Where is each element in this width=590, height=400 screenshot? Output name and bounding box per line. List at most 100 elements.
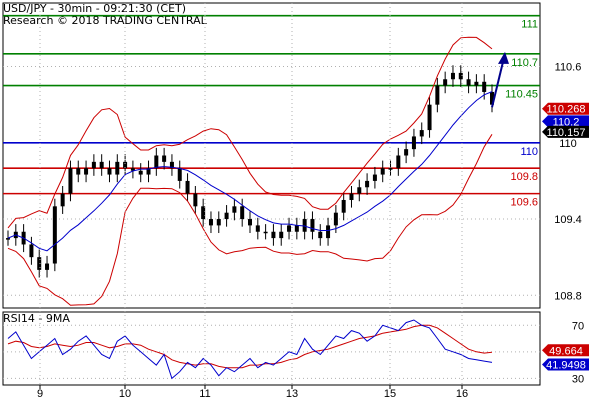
candle-body <box>443 79 448 86</box>
candle-body <box>154 155 159 169</box>
candle-body <box>185 180 190 194</box>
candle-body <box>279 231 284 239</box>
candle-body <box>411 136 416 150</box>
level-label: 110.45 <box>505 89 538 101</box>
candle-body <box>37 257 42 270</box>
candle-body <box>255 225 260 232</box>
y-tick-label: 109.4 <box>554 214 582 226</box>
candle-body <box>357 187 362 194</box>
candle-body <box>76 168 81 175</box>
candle-body <box>146 168 151 175</box>
rsi-ma-line <box>7 324 493 369</box>
header: USD/JPY - 30min - 09:21:30 (CET) Researc… <box>3 2 208 27</box>
price-tag-label: 110.157 <box>547 127 586 139</box>
price-tag <box>542 115 589 128</box>
price-tag-label: 110.268 <box>547 104 586 116</box>
candle-body <box>216 219 221 226</box>
candle-body <box>294 225 299 232</box>
candle-body <box>29 244 34 258</box>
candle-body <box>115 161 120 175</box>
price-panel: 110.6 110 109.4 108.8 111 110.7 110.45 110 109.8… <box>2 2 589 309</box>
chart-title: USD/JPY - 30min - 09:21:30 (CET) <box>3 2 186 15</box>
rsi-tag-label: 41.9498 <box>546 360 586 372</box>
x-tick-label: 13 <box>286 388 298 400</box>
candle-body <box>372 174 377 181</box>
candle-body <box>263 231 268 234</box>
x-tick-label: 16 <box>456 388 468 400</box>
candle-body <box>404 149 409 156</box>
rsi-tag-label: 49.664 <box>549 345 583 357</box>
level-label: 110 <box>520 146 538 158</box>
x-tick-label: 9 <box>37 388 43 400</box>
upper-band-line <box>7 36 493 229</box>
candle-body <box>326 225 331 239</box>
candle-body <box>380 168 385 175</box>
candle-body <box>388 168 393 170</box>
candle-body <box>232 206 237 213</box>
candle-body <box>396 155 401 169</box>
level-label: 111 <box>521 19 538 31</box>
candle-body <box>271 231 276 239</box>
candle-body <box>52 206 57 264</box>
candle-body <box>310 219 315 232</box>
candle-body <box>365 180 370 188</box>
candle-body <box>6 238 10 240</box>
candle-body <box>450 72 455 80</box>
candle-body <box>201 206 206 220</box>
candle-body <box>162 155 167 162</box>
rsi-tick-label: 30 <box>572 373 584 385</box>
candle-body <box>193 193 198 207</box>
price-tag-label: 110.2 <box>553 116 580 128</box>
level-label: 109.8 <box>510 171 538 183</box>
lower-band-line <box>7 134 493 306</box>
y-tick-label: 108.8 <box>554 290 582 302</box>
candle-body <box>341 199 346 213</box>
price-frame <box>2 2 541 309</box>
rsi-line <box>7 319 493 380</box>
x-tick-label: 15 <box>384 388 396 400</box>
candle-body <box>84 168 89 175</box>
candle-body <box>458 72 463 80</box>
candle-body <box>482 81 487 92</box>
level-label: 110.7 <box>511 57 538 69</box>
time-axis: 9 10 11 13 15 16 <box>37 3 468 400</box>
rsi-tag <box>542 344 589 357</box>
rsi-frame <box>2 311 541 386</box>
candle-body <box>419 130 424 137</box>
candle-body <box>177 168 182 181</box>
y-tick-label: 110.6 <box>555 62 582 74</box>
candle-body <box>107 168 112 175</box>
candle-body <box>99 161 104 169</box>
candle-body <box>287 225 292 232</box>
candle-body <box>349 193 354 200</box>
chart-copyright: Research © 2018 TRADING CENTRAL <box>3 14 208 27</box>
price-tag <box>542 125 589 138</box>
x-tick-label: 11 <box>199 388 210 400</box>
candle-body <box>490 91 494 105</box>
candle-body <box>169 161 174 169</box>
candle-body <box>248 219 252 226</box>
candle-body <box>435 85 440 105</box>
candle-body <box>240 206 245 220</box>
candle-body <box>302 219 307 232</box>
arrow-head-icon <box>498 51 509 64</box>
rsi-tick-label: 70 <box>572 320 584 332</box>
x-tick-label: 10 <box>119 388 131 400</box>
candle-body <box>138 170 143 175</box>
candle-body <box>60 193 65 207</box>
candle-body <box>68 168 73 194</box>
candle-body <box>333 212 338 226</box>
rsi-title: RSI14 - 9MA <box>3 312 70 325</box>
rsi-tag <box>542 358 589 371</box>
moving-average-line <box>7 91 493 252</box>
candle-body <box>466 79 471 86</box>
candle-body <box>45 263 50 270</box>
candle-body <box>318 231 323 239</box>
candle-body <box>123 161 128 169</box>
candle-body <box>224 212 229 220</box>
candle-body <box>130 168 135 171</box>
candle-body <box>91 161 96 169</box>
candle-body <box>208 219 213 226</box>
